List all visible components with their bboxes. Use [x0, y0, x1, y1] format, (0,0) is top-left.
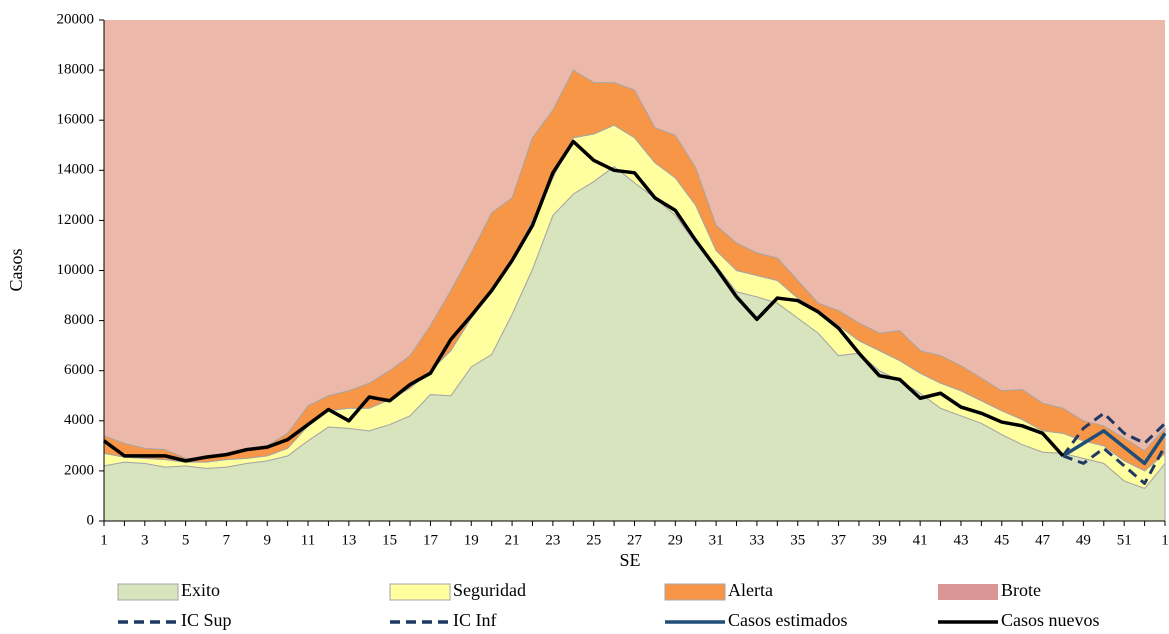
- x-axis-title: SE: [619, 550, 640, 570]
- x-tick-label: 21: [505, 532, 520, 548]
- x-tick-label: 29: [668, 532, 683, 548]
- x-tick-label: 1: [1161, 532, 1169, 548]
- x-tick-label: 35: [790, 532, 805, 548]
- x-tick-label: 25: [586, 532, 601, 548]
- x-tick-label: 19: [464, 532, 479, 548]
- x-tick-label: 27: [627, 532, 643, 548]
- x-tick-label: 45: [994, 532, 1009, 548]
- y-tick-label: 18000: [57, 62, 95, 78]
- y-axis-title: Casos: [6, 248, 26, 291]
- x-tick-label: 49: [1076, 532, 1091, 548]
- y-tick-label: 8000: [64, 312, 94, 328]
- y-tick-label: 12000: [57, 212, 95, 228]
- x-tick-label: 1: [100, 532, 108, 548]
- legend-label: IC Sup: [181, 610, 232, 630]
- y-tick-label: 2000: [64, 462, 94, 478]
- x-tick-label: 3: [141, 532, 149, 548]
- y-tick-label: 0: [87, 512, 95, 528]
- y-tick-label: 6000: [64, 362, 94, 378]
- x-tick-label: 33: [749, 532, 764, 548]
- x-tick-label: 47: [1035, 532, 1051, 548]
- area: [103, 69, 1166, 472]
- x-tick-label: 31: [709, 532, 724, 548]
- line: [1062, 429, 1167, 466]
- x-tick-label: 23: [545, 532, 560, 548]
- x-tick-label: 41: [913, 532, 928, 548]
- x-tick-label: 15: [382, 532, 397, 548]
- y-tick-label: 4000: [64, 412, 94, 428]
- line: [102, 139, 1065, 463]
- legend-label: Brote: [1001, 580, 1041, 600]
- y-tick-label: 14000: [57, 162, 95, 178]
- legend-label: Alerta: [728, 580, 773, 600]
- x-tick-label: 13: [341, 532, 356, 548]
- legend-swatch: [389, 583, 451, 601]
- legend-swatch: [664, 583, 726, 601]
- legend-swatch: [938, 584, 998, 600]
- legend-label: Seguridad: [453, 580, 526, 600]
- y-tick-label: 16000: [57, 112, 95, 128]
- y-tick-label: 20000: [57, 11, 95, 27]
- legend-label: IC Inf: [453, 610, 497, 630]
- x-tick-label: 39: [872, 532, 887, 548]
- x-tick-label: 7: [223, 532, 231, 548]
- x-tick-label: 43: [953, 532, 968, 548]
- x-tick-label: 51: [1117, 532, 1132, 548]
- x-tick-label: 11: [301, 532, 315, 548]
- legend-swatch: [117, 583, 179, 601]
- legend-label: Casos estimados: [728, 610, 848, 630]
- legend-label: Exito: [181, 580, 220, 600]
- y-tick-label: 10000: [57, 262, 95, 278]
- x-tick-label: 5: [182, 532, 190, 548]
- line: [1062, 445, 1167, 485]
- x-tick-label: 9: [263, 532, 271, 548]
- legend-label: Casos nuevos: [1001, 610, 1100, 630]
- x-tick-label: 17: [423, 532, 439, 548]
- line: [1061, 411, 1167, 457]
- x-tick-label: 37: [831, 532, 847, 548]
